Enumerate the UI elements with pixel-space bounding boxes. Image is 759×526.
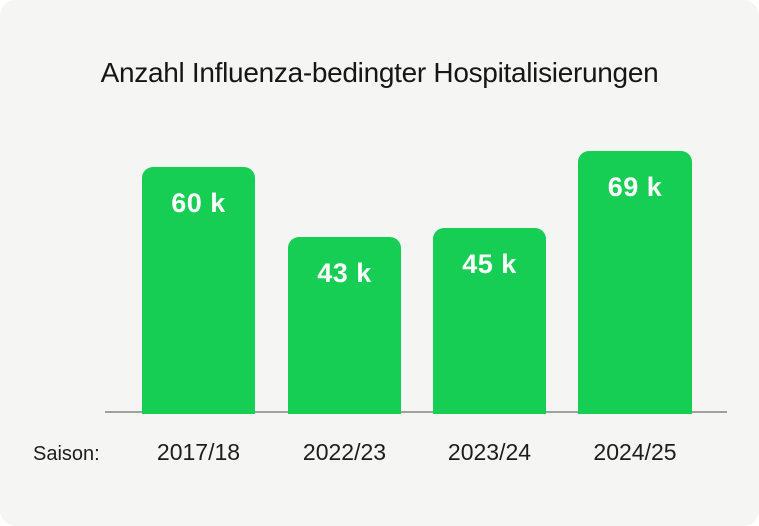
x-axis-caption: Saison: <box>33 443 100 465</box>
x-axis-category-label: 2017/18 <box>156 439 241 465</box>
bar: 60 k <box>142 167 255 414</box>
bar: 43 k <box>288 237 401 414</box>
bar-value-label: 43 k <box>317 258 372 288</box>
x-axis-category-label: 2022/23 <box>302 439 387 465</box>
bar: 69 k <box>578 151 692 414</box>
bar-value-label: 45 k <box>462 249 517 279</box>
bar-value-label: 60 k <box>171 188 226 218</box>
x-axis-category-label: 2024/25 <box>593 439 677 465</box>
x-axis-line <box>105 411 727 413</box>
bar: 45 k <box>433 228 546 414</box>
bar-value-label: 69 k <box>607 172 663 202</box>
chart-title: Anzahl Influenza-bedingter Hospitalisier… <box>100 57 659 88</box>
x-axis-category-label: 2023/24 <box>447 439 532 465</box>
